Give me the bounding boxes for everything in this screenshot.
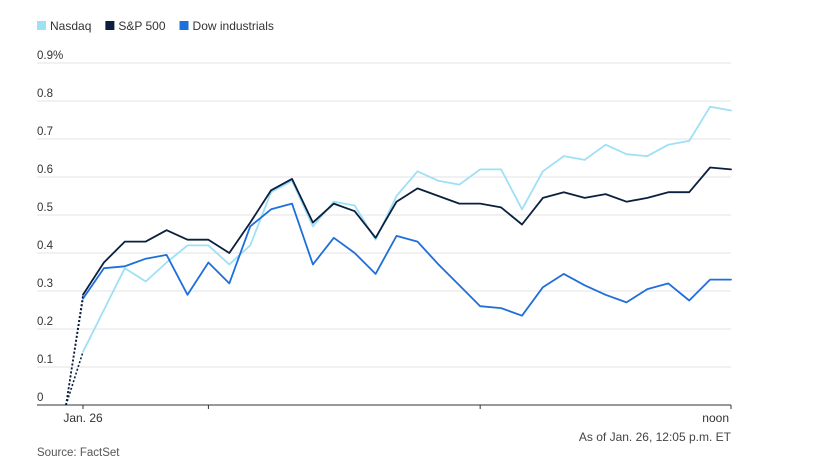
y-tick-label: 0.6 <box>37 164 53 176</box>
gridlines <box>37 62 731 368</box>
x-axis: Jan. 26 noon <box>37 404 732 425</box>
legend-label: Dow industrials <box>193 19 274 33</box>
legend-label: S&P 500 <box>118 19 165 33</box>
y-tick-label: 0.5 <box>37 202 53 214</box>
series-s-p-500 <box>65 166 732 406</box>
legend-item: S&P 500 <box>105 19 166 33</box>
series-lines <box>65 105 732 406</box>
legend-item: Dow industrials <box>179 19 274 33</box>
series-lead-in <box>65 294 84 406</box>
legend-item: Nasdaq <box>37 19 91 33</box>
legend: Nasdaq S&P 500 Dow industrials <box>37 19 274 33</box>
series-line <box>82 166 732 296</box>
y-tick-label: 0.7 <box>37 126 53 138</box>
series-lead-in <box>65 351 84 406</box>
series-dow-industrials <box>65 202 732 406</box>
legend-swatch <box>37 21 46 30</box>
chart-source: Source: FactSet <box>37 447 120 459</box>
y-tick-label: 0.2 <box>37 316 53 328</box>
y-tick-label: 0.8 <box>37 88 53 100</box>
y-tick-label: 0.4 <box>37 240 54 252</box>
series-nasdaq <box>65 105 732 406</box>
chart-note: As of Jan. 26, 12:05 p.m. ET <box>579 430 732 444</box>
y-tick-label: 0 <box>37 392 43 404</box>
y-axis: 0 0.1 0.2 0.3 0.4 0.5 0.6 0.7 0.8 0.9% <box>37 50 63 404</box>
y-tick-label: 0.1 <box>37 354 53 366</box>
x-tick-label: noon <box>702 411 729 425</box>
y-tick-label: 0.9% <box>37 50 63 62</box>
y-tick-label: 0.3 <box>37 278 53 290</box>
series-line <box>82 105 732 353</box>
legend-label: Nasdaq <box>50 19 91 33</box>
x-tick-label: Jan. 26 <box>63 411 103 425</box>
legend-swatch <box>179 21 189 30</box>
legend-swatch <box>105 21 115 30</box>
series-line <box>82 202 732 317</box>
